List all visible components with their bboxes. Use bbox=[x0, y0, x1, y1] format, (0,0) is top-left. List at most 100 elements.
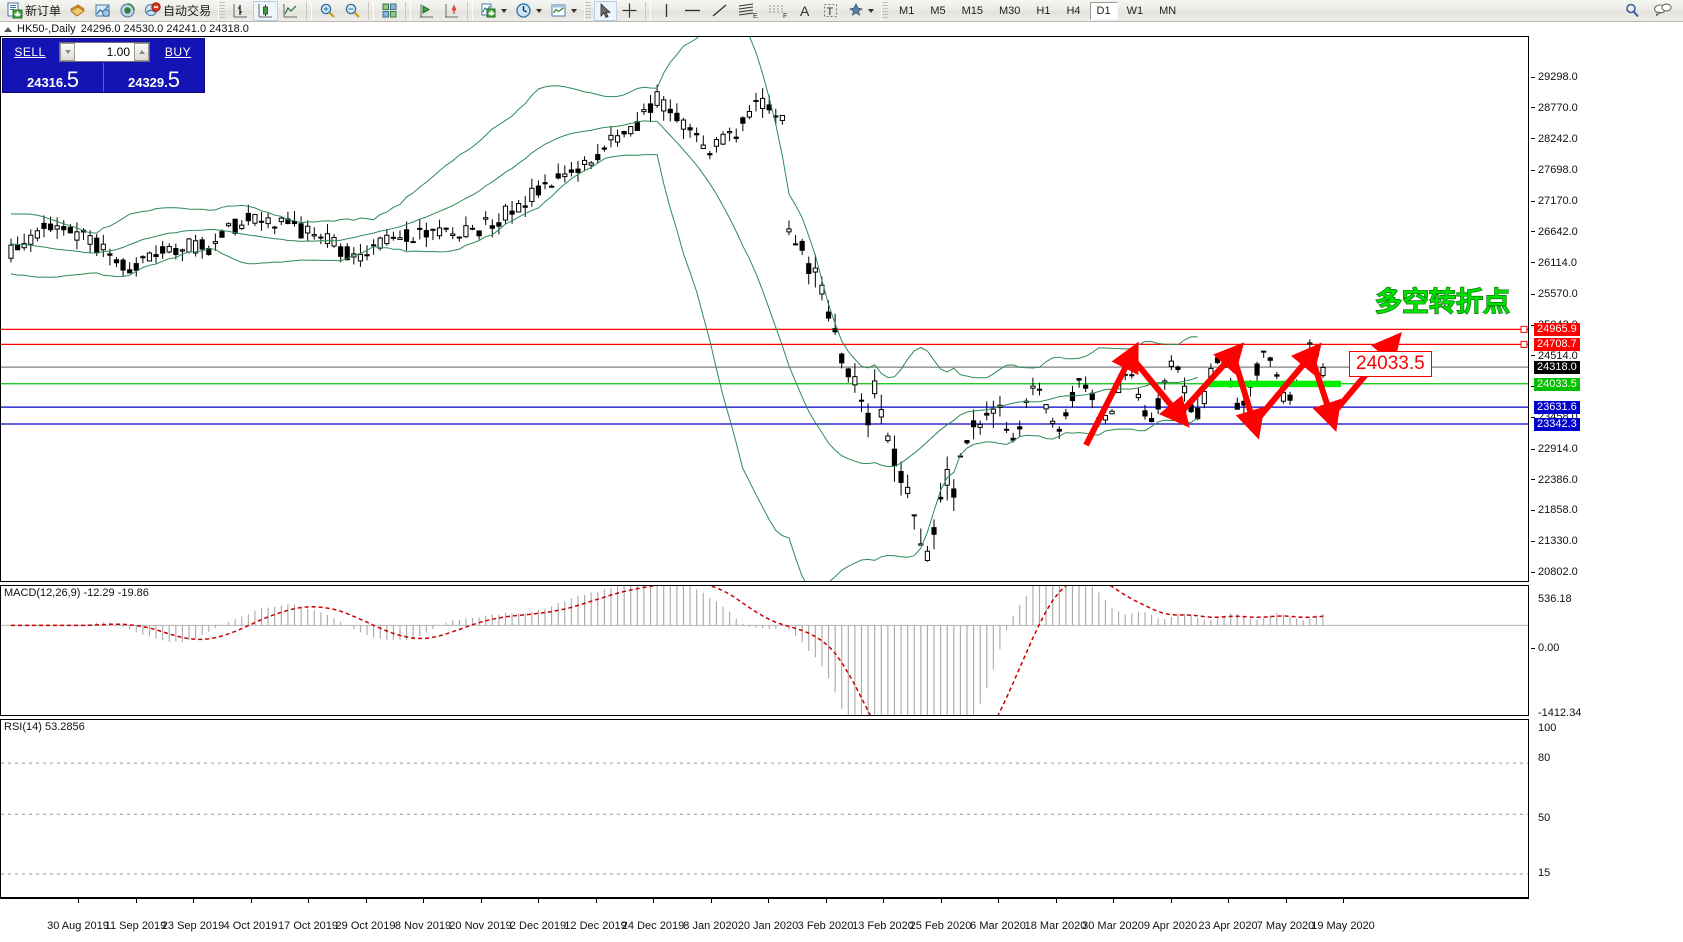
indicators-dropdown-caret[interactable] bbox=[501, 8, 508, 13]
macd-label: MACD(12,26,9) -12.29 -19.86 bbox=[4, 587, 149, 599]
period-icon bbox=[516, 3, 531, 18]
one-click-trading-panel[interactable]: SELL 1.00 BUY 24316 . 5 24329 . bbox=[2, 38, 205, 93]
bar-chart-button[interactable] bbox=[228, 1, 253, 21]
time-tick bbox=[883, 899, 884, 903]
price-scale[interactable]: 29298.0 28770.0 28242.0 27698.0 27170.0 26642… bbox=[1531, 36, 1683, 582]
toolbar-grip-3[interactable] bbox=[881, 1, 889, 20]
shift-end-button[interactable] bbox=[414, 1, 439, 21]
chart-props-button[interactable] bbox=[546, 1, 581, 21]
price-tick: 22914.0 bbox=[1531, 443, 1578, 455]
sell-button[interactable]: SELL bbox=[14, 44, 46, 59]
turning-point-annotation[interactable]: 多空转折点 bbox=[1374, 286, 1510, 317]
symbol-info-bar: HK50-,Daily 24296.0 24530.0 24241.0 2431… bbox=[0, 22, 249, 36]
candlestick-button[interactable] bbox=[253, 0, 279, 21]
macd-pane[interactable]: MACD(12,26,9) -12.29 -19.86 bbox=[0, 585, 1529, 716]
timeframe-m5[interactable]: M5 bbox=[930, 4, 946, 17]
collapse-triangle-icon[interactable] bbox=[4, 26, 12, 32]
timeframe-m30[interactable]: M30 bbox=[999, 4, 1021, 17]
price-tag-black[interactable]: 24318.0 bbox=[1534, 361, 1580, 375]
sell-price-frac: 5 bbox=[66, 67, 80, 92]
zoom-in-button[interactable] bbox=[315, 1, 340, 21]
chat-button[interactable] bbox=[1649, 1, 1677, 21]
toolbar-separator-1 bbox=[306, 1, 313, 20]
volume-increment-button[interactable] bbox=[134, 43, 149, 61]
time-label: 20 Nov 2019 bbox=[449, 920, 512, 932]
price-tag-blue[interactable]: 23631.6 bbox=[1534, 401, 1580, 415]
price-pane[interactable] bbox=[0, 36, 1529, 582]
templates-button[interactable] bbox=[65, 1, 90, 21]
chart-open-icon bbox=[95, 4, 110, 17]
shapes-dropdown-caret[interactable] bbox=[868, 8, 875, 13]
open-chart-button[interactable] bbox=[90, 1, 115, 21]
scroll-auto-button[interactable] bbox=[439, 1, 464, 21]
macd-scale[interactable]: 536.18 0.00 -1412.34 bbox=[1531, 585, 1683, 719]
trendline-button[interactable] bbox=[706, 1, 733, 21]
sell-price[interactable]: 24316 . 5 bbox=[3, 63, 103, 92]
vertical-line-button[interactable] bbox=[654, 1, 679, 21]
rsi-scale[interactable]: 100 80 50 15 bbox=[1531, 719, 1683, 898]
svg-text:E: E bbox=[753, 13, 758, 19]
time-tick bbox=[595, 899, 597, 903]
price-tick: 25570.0 bbox=[1531, 288, 1578, 300]
auto-trading-button[interactable]: 自动交易 bbox=[140, 1, 215, 21]
time-label: 24 Dec 2019 bbox=[621, 920, 685, 932]
price-tag-red[interactable]: 24965.9 bbox=[1534, 323, 1580, 337]
price-tag-green[interactable]: 24033.5 bbox=[1534, 377, 1580, 391]
timeframe-w1[interactable]: W1 bbox=[1126, 4, 1144, 17]
timeframe-m1[interactable]: M1 bbox=[899, 4, 915, 17]
market-watch-button[interactable] bbox=[115, 1, 140, 21]
fibonacci-e-button[interactable]: E bbox=[733, 1, 763, 21]
volume-input[interactable]: 1.00 bbox=[59, 42, 150, 62]
shapes-button[interactable] bbox=[843, 1, 878, 21]
indicators-button[interactable] bbox=[476, 1, 511, 21]
fibonacci-e-icon: E bbox=[738, 3, 758, 19]
new-order-icon bbox=[7, 2, 23, 19]
line-chart-button[interactable] bbox=[278, 1, 303, 21]
timeframe-d1[interactable]: D1 bbox=[1089, 1, 1118, 20]
time-label: 25 Feb 2020 bbox=[909, 920, 972, 932]
timeframe-h1[interactable]: H1 bbox=[1036, 4, 1051, 17]
buy-button[interactable]: BUY bbox=[164, 44, 192, 59]
horizontal-line-button[interactable] bbox=[679, 1, 706, 21]
toolbar-grip-1[interactable] bbox=[218, 1, 226, 20]
buy-price[interactable]: 24329 . 5 bbox=[104, 63, 204, 92]
toolbar-separator-4 bbox=[467, 1, 474, 20]
tile-windows-button[interactable] bbox=[377, 1, 402, 21]
fibonacci-f-button[interactable]: F bbox=[763, 1, 793, 21]
price-tag-blue[interactable]: 23342.3 bbox=[1534, 417, 1580, 431]
price-tick: 29298.0 bbox=[1531, 71, 1578, 83]
price-tick: 26114.0 bbox=[1531, 257, 1577, 269]
zoom-in-icon bbox=[320, 3, 335, 18]
time-tick bbox=[653, 899, 654, 903]
volume-decrement-button[interactable] bbox=[60, 43, 75, 61]
timeframe-m15[interactable]: M15 bbox=[961, 4, 983, 17]
line-chart-icon bbox=[283, 4, 298, 18]
cursor-button[interactable] bbox=[594, 0, 618, 21]
chevron-up-icon bbox=[138, 50, 145, 54]
time-tick bbox=[193, 899, 194, 903]
rsi-chart-svg bbox=[1, 720, 1528, 875]
time-label: 18 Mar 2020 bbox=[1024, 920, 1087, 932]
time-label: 23 Sep 2019 bbox=[161, 920, 225, 932]
period-button[interactable] bbox=[511, 1, 546, 21]
crosshair-icon bbox=[622, 3, 637, 18]
price-tag-red[interactable]: 24708.7 bbox=[1534, 338, 1580, 352]
text-label-button[interactable]: T bbox=[818, 1, 843, 21]
timeframe-h4[interactable]: H4 bbox=[1066, 4, 1081, 17]
time-tick bbox=[480, 899, 482, 903]
oct-divider bbox=[103, 63, 104, 92]
text-button[interactable]: A bbox=[793, 1, 818, 21]
new-order-button[interactable]: 新订单 bbox=[2, 1, 65, 21]
search-button[interactable] bbox=[1620, 1, 1645, 21]
chart-props-dropdown-caret[interactable] bbox=[571, 8, 578, 13]
chat-icon bbox=[1654, 3, 1672, 17]
time-scale[interactable]: 30 Aug 2019 11 Sep 2019 23 Sep 2019 4 Oct 2… bbox=[0, 898, 1529, 942]
price-level-annotation[interactable]: 24033.5 bbox=[1349, 351, 1432, 377]
chart-area[interactable]: HK50-,Daily 24296.0 24530.0 24241.0 2431… bbox=[0, 22, 1683, 942]
zoom-out-button[interactable] bbox=[340, 1, 365, 21]
rsi-pane[interactable]: RSI(14) 53.2856 bbox=[0, 719, 1529, 898]
crosshair-button[interactable] bbox=[617, 1, 642, 21]
toolbar-grip-2[interactable] bbox=[584, 1, 592, 20]
period-dropdown-caret[interactable] bbox=[536, 8, 543, 13]
timeframe-mn[interactable]: MN bbox=[1159, 4, 1177, 17]
